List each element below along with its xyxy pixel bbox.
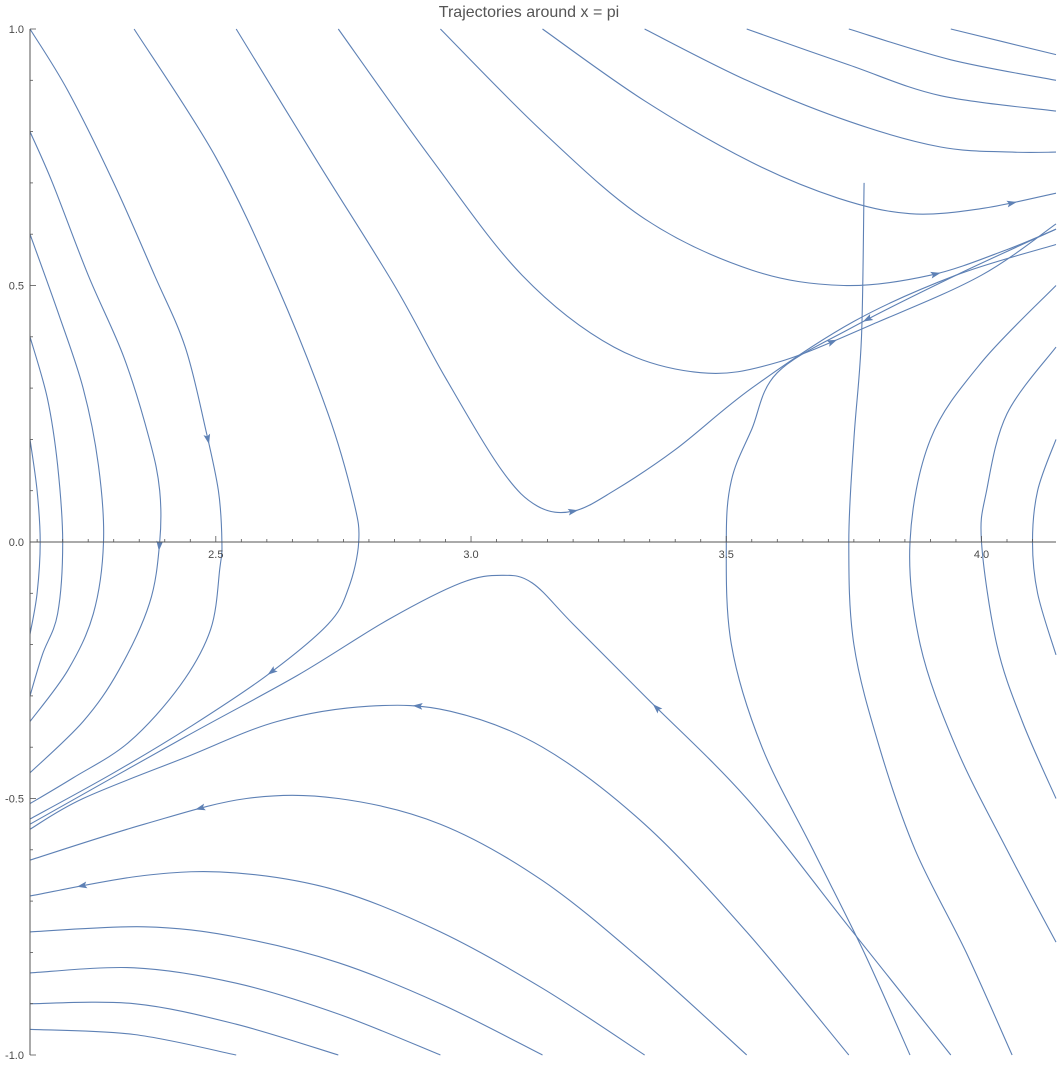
streamline-7 [337, 28, 1057, 374]
x-tick-label: 2.5 [208, 549, 223, 561]
streamline-24 [29, 966, 441, 1056]
streamline-25 [29, 1001, 339, 1056]
streamline-13 [950, 28, 1057, 56]
arrowhead-22-0 [76, 881, 88, 889]
streamline-14 [725, 228, 1057, 1056]
streamline-15 [848, 182, 1013, 1056]
arrowhead-7-0 [826, 339, 838, 347]
streamline-4 [29, 439, 41, 635]
streamlines-group [29, 28, 1057, 1056]
x-tick-label: 3.5 [719, 549, 734, 561]
streamline-9 [542, 28, 1057, 215]
x-tick-label: 4.0 [974, 549, 989, 561]
streamline-0 [29, 28, 223, 805]
streamline-5 [29, 28, 360, 820]
x-tick-label: 3.0 [463, 549, 478, 561]
chart-title: Trajectories around x = pi [439, 4, 619, 21]
streamline-23 [29, 926, 543, 1056]
arrowhead-0-0 [203, 433, 211, 445]
arrowhead-19-0 [652, 704, 663, 714]
streamline-16 [909, 285, 1057, 943]
streamline-10 [644, 28, 1057, 154]
axes-group: 2.5 3.0 3.5 4.0 1.0 0.5 0.0 -0.5 -1.0 [5, 24, 1056, 1062]
streamline-22 [29, 871, 645, 1056]
streamline-20 [29, 704, 850, 1056]
streamline-12 [848, 28, 1057, 81]
streamline-26 [29, 1028, 237, 1056]
streamline-1 [29, 131, 162, 774]
streamline-11 [746, 28, 1057, 112]
y-tick-label: 0.0 [9, 537, 24, 549]
streamline-3 [29, 336, 64, 697]
streamline-8 [440, 28, 1057, 287]
arrowhead-20-0 [412, 703, 423, 710]
streamline-21 [29, 794, 748, 1056]
y-tick-label: 0.5 [9, 281, 24, 293]
arrowhead-21-0 [195, 803, 206, 811]
y-tick-label: 1.0 [9, 24, 24, 36]
y-tick-label: -1.0 [5, 1050, 24, 1062]
arrowhead-5-0 [267, 666, 278, 675]
arrowhead-8-0 [930, 271, 941, 279]
streamline-17 [980, 346, 1057, 799]
streamline-18 [1031, 439, 1057, 656]
arrowhead-14-0 [862, 313, 874, 322]
streamline-19 [29, 574, 952, 1056]
arrowhead-9-0 [1006, 200, 1017, 208]
arrowhead-1-0 [156, 540, 164, 551]
streamline-2 [29, 234, 105, 722]
y-tick-label: -0.5 [5, 794, 24, 806]
arrowhead-6-0 [567, 508, 579, 516]
